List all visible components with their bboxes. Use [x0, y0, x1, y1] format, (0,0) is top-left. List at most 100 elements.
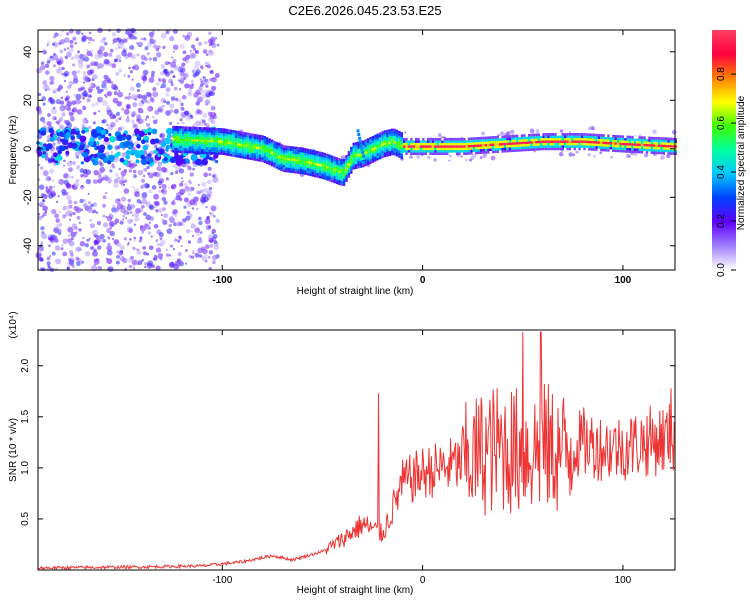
spectrogram-cell: [643, 143, 646, 147]
spectrogram-cell: [109, 230, 115, 237]
spectrogram-cell: [182, 50, 187, 55]
spectrogram-cell: [374, 134, 377, 138]
spectrogram-cell: [666, 154, 671, 159]
spectrogram-cell: [216, 43, 220, 47]
spectrogram-cell: [105, 216, 108, 219]
spectrogram-cell: [201, 93, 207, 99]
spectrogram-cell: [429, 152, 432, 155]
spectrogram-cell: [165, 110, 171, 116]
spectrogram-cell: [292, 170, 295, 174]
spectrogram-cell: [256, 153, 259, 157]
spectrogram-cell: [590, 133, 593, 137]
spectrogram-cell: [592, 148, 596, 151]
spectrogram-cell: [177, 126, 180, 129]
spectrogram-cell: [207, 61, 211, 65]
spectrogram-cell: [275, 144, 278, 147]
spectrogram-cell: [246, 147, 250, 150]
spectrogram-xtick-label: 100: [615, 275, 632, 286]
spectrogram-cell: [326, 165, 329, 169]
spectrogram-cell: [203, 144, 206, 147]
spectrogram-cell: [190, 255, 195, 259]
spectrogram-cell: [494, 145, 497, 149]
spectrogram-cell: [393, 152, 396, 156]
spectrogram-cell: [638, 145, 641, 149]
spectrogram-cell: [580, 135, 584, 139]
spectrogram-cell: [109, 226, 112, 230]
spectrogram-cell: [222, 150, 226, 153]
spectrogram-cell: [314, 162, 317, 166]
spectrogram-cell: [470, 152, 473, 155]
spectrogram-cell: [79, 241, 86, 247]
spectrogram-cell: [354, 151, 358, 155]
spectrogram-cell: [210, 151, 214, 155]
spectrogram-cell: [657, 146, 661, 150]
spectrogram-cell: [80, 87, 84, 91]
spectrogram-cell: [92, 211, 95, 214]
spectrogram-cell: [268, 160, 271, 163]
spectrogram-cell: [306, 153, 310, 157]
spectrogram-cell: [552, 133, 555, 136]
spectrogram-cell: [204, 61, 208, 65]
spectrogram-cell: [369, 151, 372, 155]
spectrogram-cell: [278, 162, 281, 165]
spectrogram-cell: [393, 138, 396, 141]
spectrogram-cell: [214, 73, 220, 78]
spectrogram-cell: [181, 138, 185, 141]
spectrogram-cell: [90, 49, 94, 53]
spectrogram-cell: [525, 146, 528, 149]
spectrogram-cell: [208, 256, 211, 259]
spectrogram-cell: [62, 206, 67, 211]
spectrogram-cell: [520, 139, 524, 142]
spectrogram-cell: [640, 146, 644, 149]
spectrogram-cell: [121, 107, 125, 111]
spectrogram-cell: [163, 157, 168, 162]
spectrogram-cell: [518, 134, 521, 138]
spectrogram-cell: [503, 149, 507, 153]
spectrogram-cell: [554, 140, 557, 143]
spectrogram-cell: [520, 146, 524, 150]
spectrogram-cell: [297, 159, 300, 162]
spectrogram-cell: [275, 166, 278, 169]
spectrogram-cell: [210, 134, 214, 138]
spectrogram-cell: [275, 154, 278, 157]
spectrogram-cell: [554, 137, 557, 141]
spectrogram-cell: [74, 98, 81, 105]
spectrogram-cell: [544, 145, 548, 148]
spectrogram-cell: [193, 47, 196, 51]
spectrogram-cell: [321, 154, 324, 158]
spectrogram-cell: [173, 86, 178, 91]
spectrogram-cell: [619, 137, 622, 141]
spectrogram-cell: [78, 63, 84, 69]
spectrogram-cell: [347, 158, 351, 161]
spectrogram-cell: [554, 133, 557, 136]
spectrogram-cell: [215, 130, 218, 133]
spectrogram-cell: [314, 155, 317, 158]
spectrogram-cell: [463, 142, 466, 146]
spectrogram-cell: [280, 161, 283, 164]
spectrogram-cell: [347, 175, 351, 178]
spectrogram-cell: [225, 133, 228, 137]
spectrogram-cell: [643, 151, 646, 154]
snr-ytick-label: 0.5: [20, 512, 31, 526]
spectrogram-cell: [371, 152, 375, 156]
spectrogram-cell: [508, 140, 512, 143]
spectrogram-cell: [151, 115, 155, 119]
spectrogram-cell: [585, 135, 589, 139]
spectrogram-cell: [460, 155, 463, 158]
spectrogram-cell: [597, 146, 601, 149]
spectrogram-cell: [68, 167, 73, 173]
spectrogram-cell: [340, 168, 343, 172]
spectrogram-cell: [203, 151, 206, 155]
spectrogram-cell: [118, 126, 122, 131]
spectrogram-cell: [422, 145, 425, 148]
spectrogram-cell: [371, 157, 375, 161]
spectrogram-cell: [61, 244, 64, 247]
spectrogram-cell: [164, 61, 169, 66]
spectrogram-cell: [181, 131, 185, 134]
spectrogram-cell: [470, 144, 473, 148]
spectrogram-cell: [215, 149, 218, 153]
spectrogram-cell: [508, 144, 512, 148]
spectrogram-cell: [309, 166, 312, 169]
